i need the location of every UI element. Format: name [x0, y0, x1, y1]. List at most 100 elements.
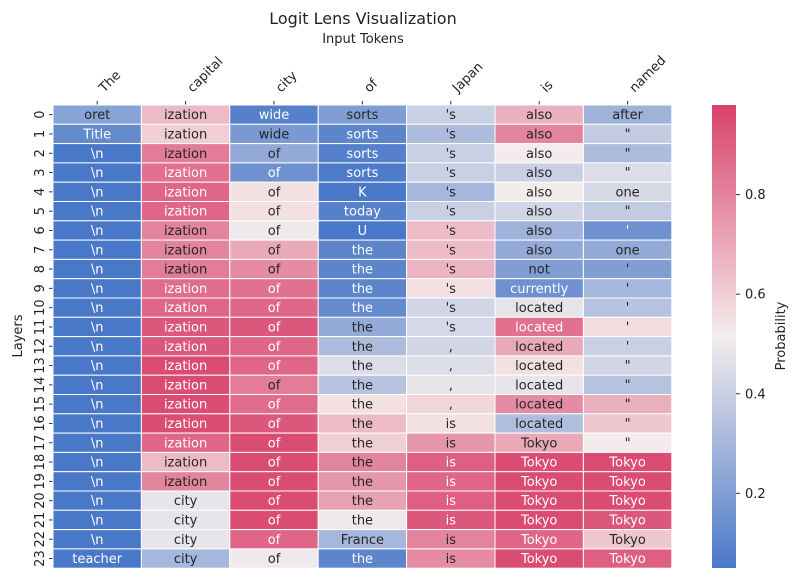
- cell-label: of: [268, 475, 281, 490]
- cell-label: 's: [446, 320, 457, 335]
- cell-label: \n: [91, 147, 104, 162]
- cell-label: sorts: [346, 147, 378, 162]
- cell-label: ization: [164, 398, 207, 413]
- cell-label: ,: [449, 378, 453, 393]
- cell-label: ization: [164, 166, 207, 181]
- y-tick-label: 14: [33, 377, 48, 394]
- cell-label: located: [515, 378, 563, 393]
- cell-label: ": [625, 127, 631, 142]
- cell-label: the: [352, 398, 373, 413]
- heatmap-cell: [582, 548, 673, 569]
- cell-label: the: [352, 301, 373, 316]
- cell-label: is: [446, 494, 457, 509]
- cell-label: \n: [91, 185, 104, 200]
- cell-label: ': [626, 224, 630, 239]
- cell-label: located: [515, 301, 563, 316]
- cell-label: ization: [164, 263, 207, 278]
- cell-label: of: [268, 456, 281, 471]
- cell-label: \n: [91, 378, 104, 393]
- cell-label: 's: [446, 147, 457, 162]
- cell-label: of: [268, 340, 281, 355]
- y-tick-label: 15: [33, 396, 48, 413]
- cell-label: \n: [91, 263, 104, 278]
- cell-label: the: [352, 417, 373, 432]
- cell-label: today: [344, 205, 381, 220]
- cell-label: \n: [91, 320, 104, 335]
- cell-label: of: [268, 552, 281, 567]
- cell-label: \n: [91, 301, 104, 316]
- cell-label: currently: [510, 282, 569, 297]
- cell-label: the: [352, 359, 373, 374]
- cell-label: is: [446, 475, 457, 490]
- cell-label: located: [515, 340, 563, 355]
- y-tick-label: 20: [33, 492, 48, 509]
- y-tick-label: 18: [33, 454, 48, 471]
- cell-label: ,: [449, 340, 453, 355]
- cell-label: Tokyo: [608, 475, 645, 490]
- cell-label: located: [515, 320, 563, 335]
- cell-label: also: [526, 224, 552, 239]
- cell-label: is: [446, 456, 457, 471]
- cell-label: city: [174, 513, 198, 528]
- y-tick-label: 16: [33, 415, 48, 432]
- cell-label: 's: [446, 282, 457, 297]
- y-tick-label: 19: [33, 473, 48, 490]
- cell-label: also: [526, 166, 552, 181]
- cell-label: 's: [446, 108, 457, 123]
- cell-label: is: [446, 436, 457, 451]
- cell-label: the: [352, 320, 373, 335]
- cell-label: \n: [91, 205, 104, 220]
- cell-label: of: [268, 224, 281, 239]
- cell-label: also: [526, 127, 552, 142]
- cell-label: ization: [164, 456, 207, 471]
- cell-label: 's: [446, 166, 457, 181]
- cell-label: also: [526, 185, 552, 200]
- cell-label: the: [352, 436, 373, 451]
- colorbar: [712, 105, 736, 568]
- cell-label: also: [526, 108, 552, 123]
- cell-label: of: [268, 533, 281, 548]
- cell-label: \n: [91, 436, 104, 451]
- cell-label: the: [352, 378, 373, 393]
- cell-label: ization: [164, 417, 207, 432]
- cell-label: \n: [91, 243, 104, 258]
- cell-label: 's: [446, 205, 457, 220]
- cell-label: ': [626, 301, 630, 316]
- cell-label: of: [268, 243, 281, 258]
- cell-label: \n: [91, 282, 104, 297]
- cell-label: \n: [91, 533, 104, 548]
- cell-label: ization: [164, 282, 207, 297]
- cell-label: oret: [84, 108, 110, 123]
- cell-label: Tokyo: [520, 513, 557, 528]
- cell-label: ization: [164, 436, 207, 451]
- cell-label: ization: [164, 127, 207, 142]
- cell-label: ": [625, 205, 631, 220]
- y-tick-label: 22: [33, 531, 48, 548]
- x-tick-label: of: [362, 76, 382, 96]
- colorbar-label: Probability: [774, 301, 789, 370]
- cell-label: France: [341, 533, 384, 548]
- cell-label: ization: [164, 340, 207, 355]
- cell-label: ": [625, 417, 631, 432]
- y-tick-label: 0: [33, 111, 48, 119]
- cell-label: Tokyo: [520, 436, 557, 451]
- cell-label: located: [515, 417, 563, 432]
- cell-label: is: [446, 417, 457, 432]
- cell-label: of: [268, 282, 281, 297]
- cell-label: one: [615, 243, 639, 258]
- cell-label: ization: [164, 475, 207, 490]
- cell-label: Tokyo: [520, 552, 557, 567]
- cell-label: ': [626, 340, 630, 355]
- colorbar-ticks: 0.2 0.4 0.6 0.8: [736, 188, 766, 502]
- colorbar-tick-label: 0.2: [745, 487, 766, 502]
- cell-label: 's: [446, 263, 457, 278]
- cell-label: 's: [446, 301, 457, 316]
- colorbar-tick-label: 0.4: [745, 387, 766, 402]
- x-tick-labels: The capital city of Japan is named: [96, 53, 669, 105]
- cell-label: U: [358, 224, 368, 239]
- y-tick-label: 23: [33, 550, 48, 567]
- cell-label: located: [515, 398, 563, 413]
- colorbar-tick-label: 0.8: [745, 188, 766, 203]
- cell-label: 's: [446, 224, 457, 239]
